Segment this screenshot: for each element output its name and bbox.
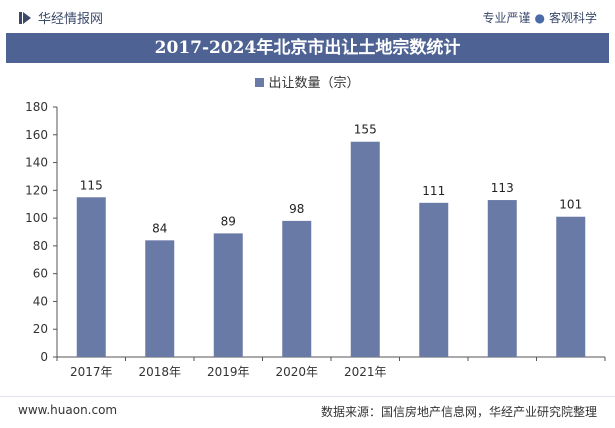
legend-label: 出让数量（宗） [268,76,360,91]
bar [556,216,586,357]
bar-chart: 0 20 40 60 80 100 120 140 160 180 115 2017年 84 2018年 8… [25,100,606,379]
y-tick-label: 40 [33,294,48,308]
data-label: 98 [289,202,304,216]
data-label: 101 [559,198,582,212]
separator-dot-icon: ● [534,11,545,25]
legend: 出让数量（宗） [0,72,615,91]
data-label: 89 [221,214,236,228]
legend-swatch [255,78,265,87]
bar [282,220,312,357]
brand-logo-icon [19,11,31,24]
y-tick-label: 160 [25,128,48,142]
x-tick-label: 2021年 [344,365,387,379]
slogan-left: 专业严谨 [482,11,531,25]
bar [350,141,380,357]
data-label: 111 [422,184,445,198]
footer: www.huaon.com 数据来源：国信房地产信息网，华经产业研究院整理 [0,396,615,428]
x-tick-label: 2020年 [275,365,318,379]
data-label: 113 [491,181,514,195]
y-tick-label: 180 [25,100,48,114]
y-tick-label: 60 [33,267,48,281]
data-label: 84 [152,221,167,235]
data-label: 155 [354,123,377,137]
y-tick-label: 20 [33,322,48,336]
bar [76,197,106,357]
data-label: 115 [80,178,103,192]
y-tick-label: 100 [25,211,48,225]
bar [419,202,449,357]
brand: 华经情报网 [18,8,103,27]
x-tick-label: 2017年 [70,365,113,379]
y-tick-label: 80 [33,239,48,253]
bar [145,240,175,357]
footer-url: www.huaon.com [18,403,118,417]
y-tick-label: 0 [40,350,48,364]
chart-title: 2017-2024年北京市出让土地宗数统计 [6,33,609,63]
x-tick-label: 2019年 [207,365,250,379]
slogan-right: 客观科学 [548,11,597,25]
y-tick-label: 120 [25,183,48,197]
bar [487,200,517,357]
bar [213,233,243,357]
x-tick-label: 2018年 [138,365,181,379]
footer-source: 数据来源：国信房地产信息网，华经产业研究院整理 [320,405,597,419]
slogan: 专业严谨 ● 客观科学 [482,9,597,26]
top-bar: 华经情报网 专业严谨 ● 客观科学 [0,0,615,34]
y-tick-label: 140 [25,156,48,170]
brand-name: 华经情报网 [38,12,104,27]
